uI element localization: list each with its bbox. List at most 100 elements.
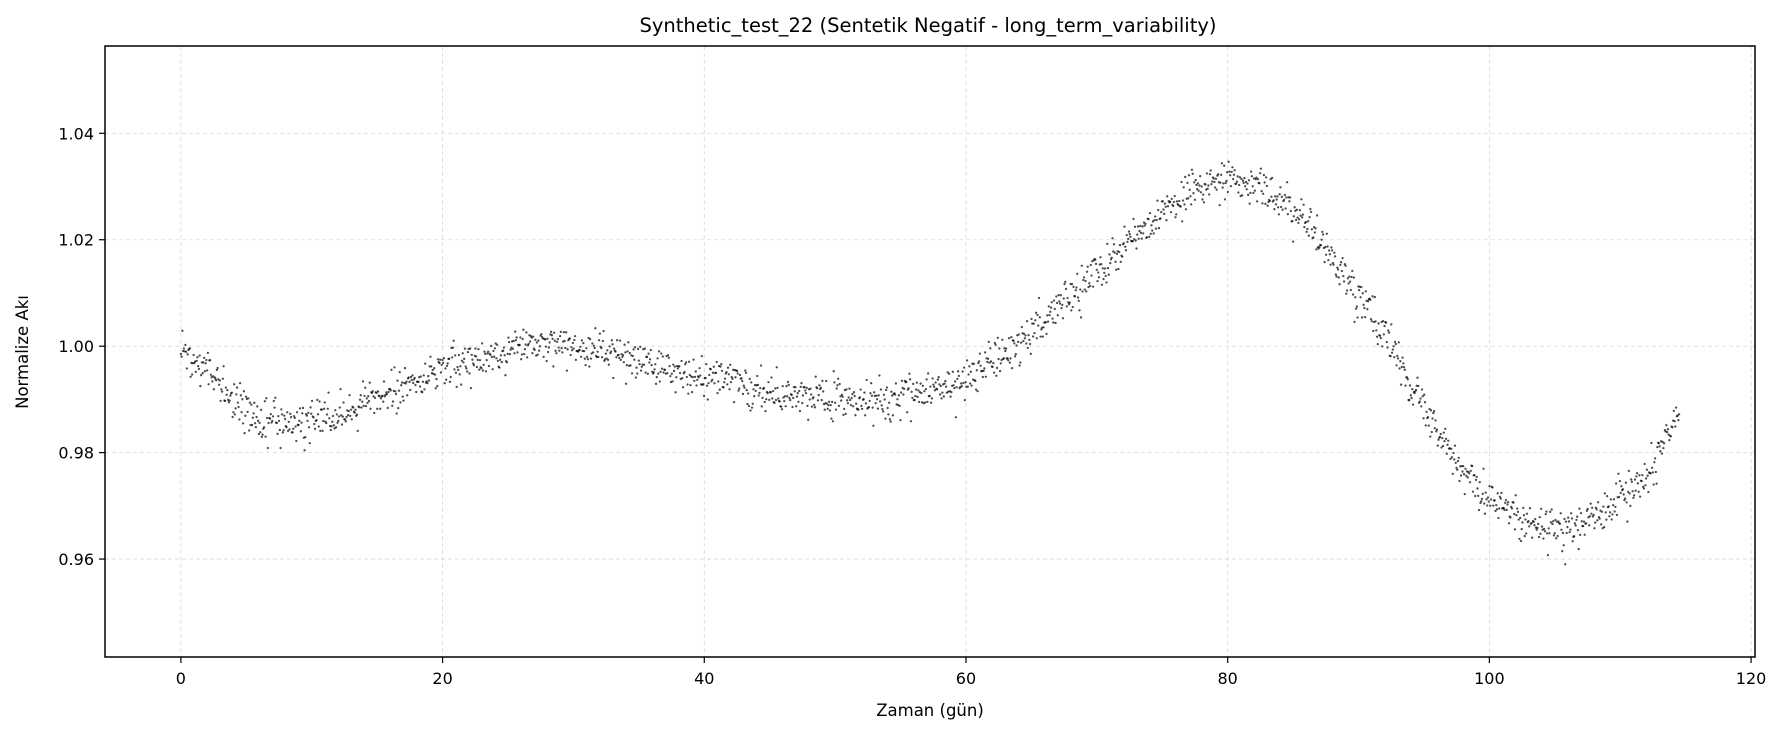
data-point — [300, 421, 303, 424]
data-point — [1557, 520, 1560, 523]
data-point — [1438, 435, 1442, 439]
data-point — [425, 380, 428, 383]
data-point — [992, 371, 996, 374]
data-point — [1596, 519, 1599, 522]
data-point — [876, 398, 879, 401]
data-point — [1615, 513, 1619, 517]
data-point — [199, 374, 203, 377]
data-point — [839, 395, 842, 398]
data-point — [1477, 508, 1481, 512]
data-point — [777, 397, 780, 400]
data-point — [1668, 439, 1671, 442]
data-point — [1194, 178, 1197, 182]
data-point — [596, 350, 599, 353]
data-point — [283, 417, 287, 421]
data-point — [966, 385, 969, 388]
data-point — [438, 361, 441, 365]
data-point — [285, 426, 288, 429]
data-point — [1644, 484, 1647, 487]
data-point — [1665, 424, 1668, 427]
data-point — [848, 387, 851, 390]
data-point — [362, 404, 365, 408]
data-point — [747, 404, 751, 408]
data-point — [373, 411, 376, 415]
data-point — [219, 399, 222, 402]
data-point — [340, 423, 344, 426]
data-point — [1546, 532, 1549, 535]
data-point — [606, 349, 609, 352]
data-point — [500, 360, 503, 364]
data-point — [717, 380, 720, 383]
data-point — [563, 339, 566, 343]
data-point — [282, 429, 285, 432]
data-point — [1400, 365, 1403, 369]
data-point — [1621, 488, 1625, 491]
data-point — [920, 391, 923, 395]
data-point — [1195, 183, 1198, 187]
data-point — [578, 348, 581, 352]
data-point — [899, 391, 903, 394]
data-point — [1004, 347, 1008, 350]
data-point — [442, 361, 445, 364]
data-point — [713, 382, 716, 385]
data-point — [819, 386, 823, 389]
data-point — [661, 355, 664, 358]
data-point — [564, 346, 567, 350]
data-point — [1409, 394, 1412, 397]
data-point — [992, 361, 995, 365]
data-point — [1671, 426, 1674, 429]
data-point — [675, 376, 678, 379]
data-point — [1390, 351, 1394, 354]
data-point — [698, 366, 701, 370]
data-point — [1178, 199, 1181, 203]
data-point — [1041, 335, 1044, 338]
data-point — [1451, 472, 1454, 476]
data-point — [181, 329, 184, 332]
data-point — [773, 401, 776, 405]
data-point — [1646, 474, 1649, 477]
data-point — [672, 369, 676, 373]
data-point — [347, 409, 350, 413]
data-point — [1344, 264, 1347, 267]
data-point — [1513, 512, 1516, 516]
y-tick-label: 0.98 — [58, 444, 94, 463]
data-point — [1256, 200, 1259, 203]
data-point — [1608, 515, 1611, 518]
data-point — [531, 352, 534, 355]
data-point — [371, 390, 374, 393]
data-point — [1355, 305, 1358, 308]
data-point — [1348, 275, 1351, 278]
data-point — [756, 374, 759, 378]
data-point — [974, 379, 977, 383]
data-point — [1570, 517, 1574, 520]
data-point — [1163, 202, 1167, 205]
data-point — [319, 429, 322, 433]
data-point — [1402, 366, 1406, 369]
data-point — [526, 356, 529, 359]
data-point — [271, 415, 275, 418]
data-point — [801, 401, 804, 405]
data-point — [1084, 279, 1087, 283]
data-point — [1094, 258, 1097, 261]
data-point — [649, 348, 652, 352]
data-point — [830, 417, 833, 420]
data-point — [256, 405, 259, 408]
data-point — [731, 377, 734, 380]
data-point — [741, 379, 744, 383]
data-point — [398, 371, 401, 374]
data-point — [1628, 492, 1631, 495]
data-point — [379, 407, 382, 410]
data-point — [365, 397, 368, 400]
data-point — [1332, 263, 1335, 266]
data-point — [466, 370, 469, 373]
data-point — [1256, 177, 1260, 181]
data-point — [1339, 261, 1343, 264]
data-point — [1202, 193, 1205, 196]
data-point — [687, 392, 690, 395]
data-point — [1309, 207, 1312, 211]
data-point — [1030, 317, 1033, 321]
data-point — [1217, 173, 1220, 176]
data-point — [757, 394, 760, 397]
data-point — [1013, 355, 1017, 358]
data-point — [1640, 479, 1643, 483]
